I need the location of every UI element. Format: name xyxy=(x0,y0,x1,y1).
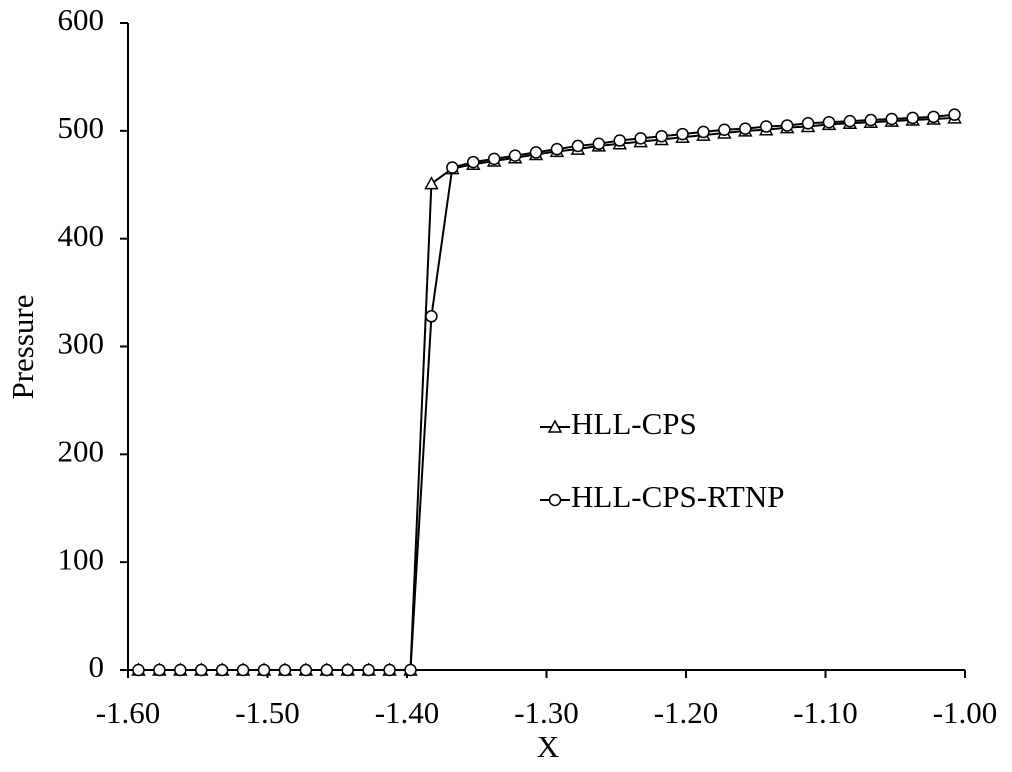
y-tick-label: 400 xyxy=(58,218,105,253)
data-point xyxy=(362,663,375,677)
data-point xyxy=(174,663,187,677)
data-point xyxy=(236,663,250,677)
data-point xyxy=(571,139,585,153)
data-point xyxy=(529,146,543,159)
data-point xyxy=(424,176,439,190)
x-tick-label: -1.40 xyxy=(375,695,440,730)
data-point xyxy=(550,142,564,156)
y-tick-label: 500 xyxy=(58,110,105,145)
data-point xyxy=(613,134,626,147)
data-point xyxy=(215,663,229,677)
data-point xyxy=(404,663,417,677)
data-point xyxy=(676,127,689,141)
legend-label: HLL-CPS xyxy=(571,406,697,441)
x-tick-label: -1.20 xyxy=(654,695,719,730)
x-tick-label: -1.00 xyxy=(933,695,998,730)
data-point xyxy=(132,663,145,677)
series-line xyxy=(138,116,955,671)
data-point xyxy=(467,155,480,169)
data-point xyxy=(425,310,438,323)
data-point xyxy=(864,113,878,127)
data-point xyxy=(487,152,501,166)
data-point xyxy=(885,112,899,126)
data-point xyxy=(341,663,354,677)
data-point xyxy=(759,120,773,133)
data-point xyxy=(739,122,752,135)
data-point xyxy=(927,110,940,124)
x-tick-label: -1.30 xyxy=(514,695,579,730)
data-point xyxy=(320,663,334,677)
data-point xyxy=(592,137,606,151)
data-point xyxy=(194,663,208,677)
y-tick-label: 600 xyxy=(58,2,105,37)
series-line xyxy=(138,113,955,671)
legend-marker xyxy=(547,419,563,433)
data-point xyxy=(780,119,794,132)
legend-marker xyxy=(548,493,562,507)
data-point xyxy=(508,149,522,162)
y-tick-label: 100 xyxy=(58,541,105,576)
data-point xyxy=(822,115,836,129)
data-point xyxy=(383,663,396,677)
data-point xyxy=(843,114,857,128)
data-point xyxy=(801,117,815,130)
legend-label: HLL-CPS-RTNP xyxy=(571,479,784,514)
y-axis-label: Pressure xyxy=(5,294,40,399)
data-point xyxy=(697,125,710,139)
y-tick-label: 0 xyxy=(89,649,105,684)
x-tick-label: -1.10 xyxy=(793,695,858,730)
data-point xyxy=(299,663,313,677)
data-point xyxy=(446,161,459,174)
y-tick-label: 300 xyxy=(58,326,105,361)
x-tick-label: -1.50 xyxy=(235,695,300,730)
x-axis-label: X xyxy=(537,729,559,764)
data-point xyxy=(257,663,271,677)
data-point xyxy=(948,108,961,121)
data-point xyxy=(906,111,919,125)
data-point xyxy=(153,663,166,677)
data-point xyxy=(634,132,647,145)
data-point xyxy=(278,663,292,677)
data-point xyxy=(655,129,668,143)
x-tick-label: -1.60 xyxy=(96,695,161,730)
y-tick-label: 200 xyxy=(58,433,105,468)
data-point xyxy=(718,123,731,137)
